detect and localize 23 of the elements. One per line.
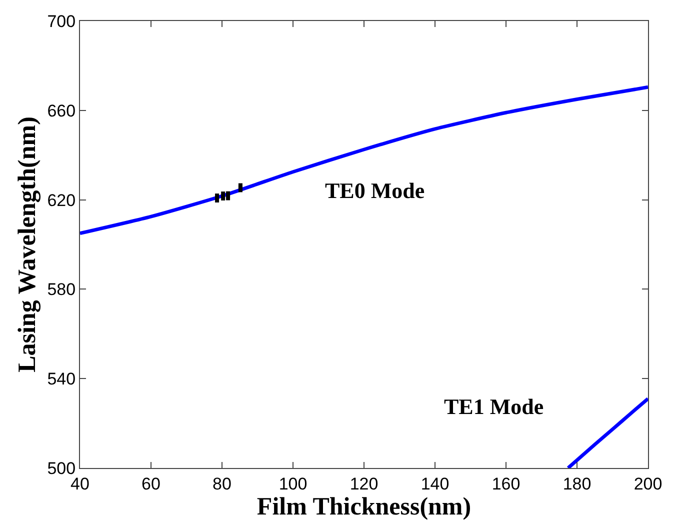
x-tick-label: 80 (212, 474, 232, 494)
point (238, 186, 242, 190)
annotation: TE1 Mode (444, 394, 544, 419)
point (215, 196, 220, 200)
x-tick-label: 180 (562, 474, 592, 494)
x-tick-label: 100 (278, 474, 308, 494)
point (226, 194, 230, 198)
line-series (566, 396, 648, 468)
x-axis-title: Film Thickness(nm) (256, 493, 472, 520)
annotation: TE0 Mode (325, 178, 425, 203)
x-tick-label: 140 (420, 474, 450, 494)
x-tick-label: 60 (142, 474, 160, 494)
x-tick-label: 120 (350, 474, 378, 494)
y-tick-label: 620 (47, 190, 76, 210)
y-tick-label: 700 (47, 12, 76, 31)
x-tick-label: 200 (634, 474, 662, 494)
point (221, 194, 226, 198)
x-tick-label: 160 (492, 474, 520, 494)
y-tick-label: 660 (47, 101, 76, 120)
y-tick-label: 580 (47, 280, 76, 300)
line-series (80, 85, 648, 236)
y-tick-label: 540 (47, 370, 76, 389)
y-axis-title: Lasing Wavelength(nm) (14, 116, 41, 372)
